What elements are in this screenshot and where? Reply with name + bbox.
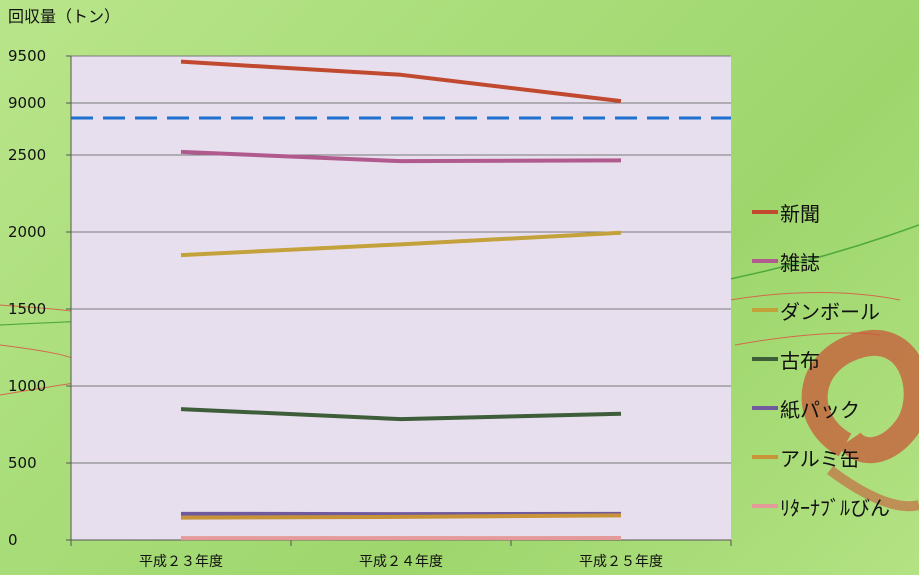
series-line bbox=[180, 59, 622, 104]
legend-item: アルミ缶 bbox=[752, 441, 860, 473]
legend-label: 紙パック bbox=[780, 397, 860, 422]
y-tick-label: 9500 bbox=[8, 47, 46, 65]
legend-swatch bbox=[752, 357, 778, 361]
legend-label: 雑誌 bbox=[780, 250, 820, 275]
legend-label: 新聞 bbox=[780, 201, 820, 226]
y-tick-label: 2000 bbox=[8, 223, 46, 241]
y-tick-label: 2500 bbox=[8, 146, 46, 164]
y-tick-label: 1000 bbox=[8, 377, 46, 395]
legend-swatch bbox=[752, 308, 778, 312]
series-lines bbox=[180, 59, 622, 541]
x-tick-label: 平成２３年度 bbox=[139, 554, 223, 570]
series-line bbox=[180, 513, 622, 520]
y-unit-label: 回収量（トン） bbox=[8, 7, 121, 26]
legend-item: 古布 bbox=[752, 343, 820, 375]
gridlines bbox=[66, 55, 731, 541]
legend-swatch bbox=[752, 455, 778, 459]
legend-item: ダンボール bbox=[752, 294, 880, 326]
legend-swatch bbox=[752, 259, 778, 263]
x-tick-labels: 平成２３年度 平成２４年度 平成２５年度 bbox=[139, 554, 663, 570]
series-line bbox=[180, 149, 622, 164]
legend-item: 雑誌 bbox=[752, 245, 820, 277]
series-line bbox=[180, 407, 622, 422]
legend-swatch bbox=[752, 504, 778, 508]
legend-label: アルミ缶 bbox=[780, 446, 860, 471]
x-axis-tick-marks bbox=[70, 540, 732, 546]
legend-swatch bbox=[752, 210, 778, 214]
legend-label: ダンボール bbox=[780, 299, 880, 324]
x-tick-label: 平成２５年度 bbox=[579, 554, 663, 570]
legend-label: 古布 bbox=[780, 348, 820, 373]
y-tick-label: 1500 bbox=[8, 300, 46, 318]
lower-plot-area bbox=[71, 134, 731, 540]
legend-swatch bbox=[752, 406, 778, 410]
x-tick-label: 平成２４年度 bbox=[359, 554, 443, 570]
series-line bbox=[180, 230, 622, 258]
legend-item: ﾘﾀｰﾅﾌﾞﾙびん bbox=[752, 490, 890, 522]
upper-plot-area bbox=[71, 56, 731, 134]
y-tick-label: 9000 bbox=[8, 94, 46, 112]
y-tick-label: 0 bbox=[8, 531, 18, 549]
legend-label: ﾘﾀｰﾅﾌﾞﾙびん bbox=[780, 495, 890, 520]
y-tick-labels: 0 500 1000 1500 2000 2500 9000 9500 bbox=[8, 47, 46, 549]
y-tick-label: 500 bbox=[8, 454, 37, 472]
legend-item: 新聞 bbox=[752, 196, 820, 228]
legend-item: 紙パック bbox=[752, 392, 860, 424]
